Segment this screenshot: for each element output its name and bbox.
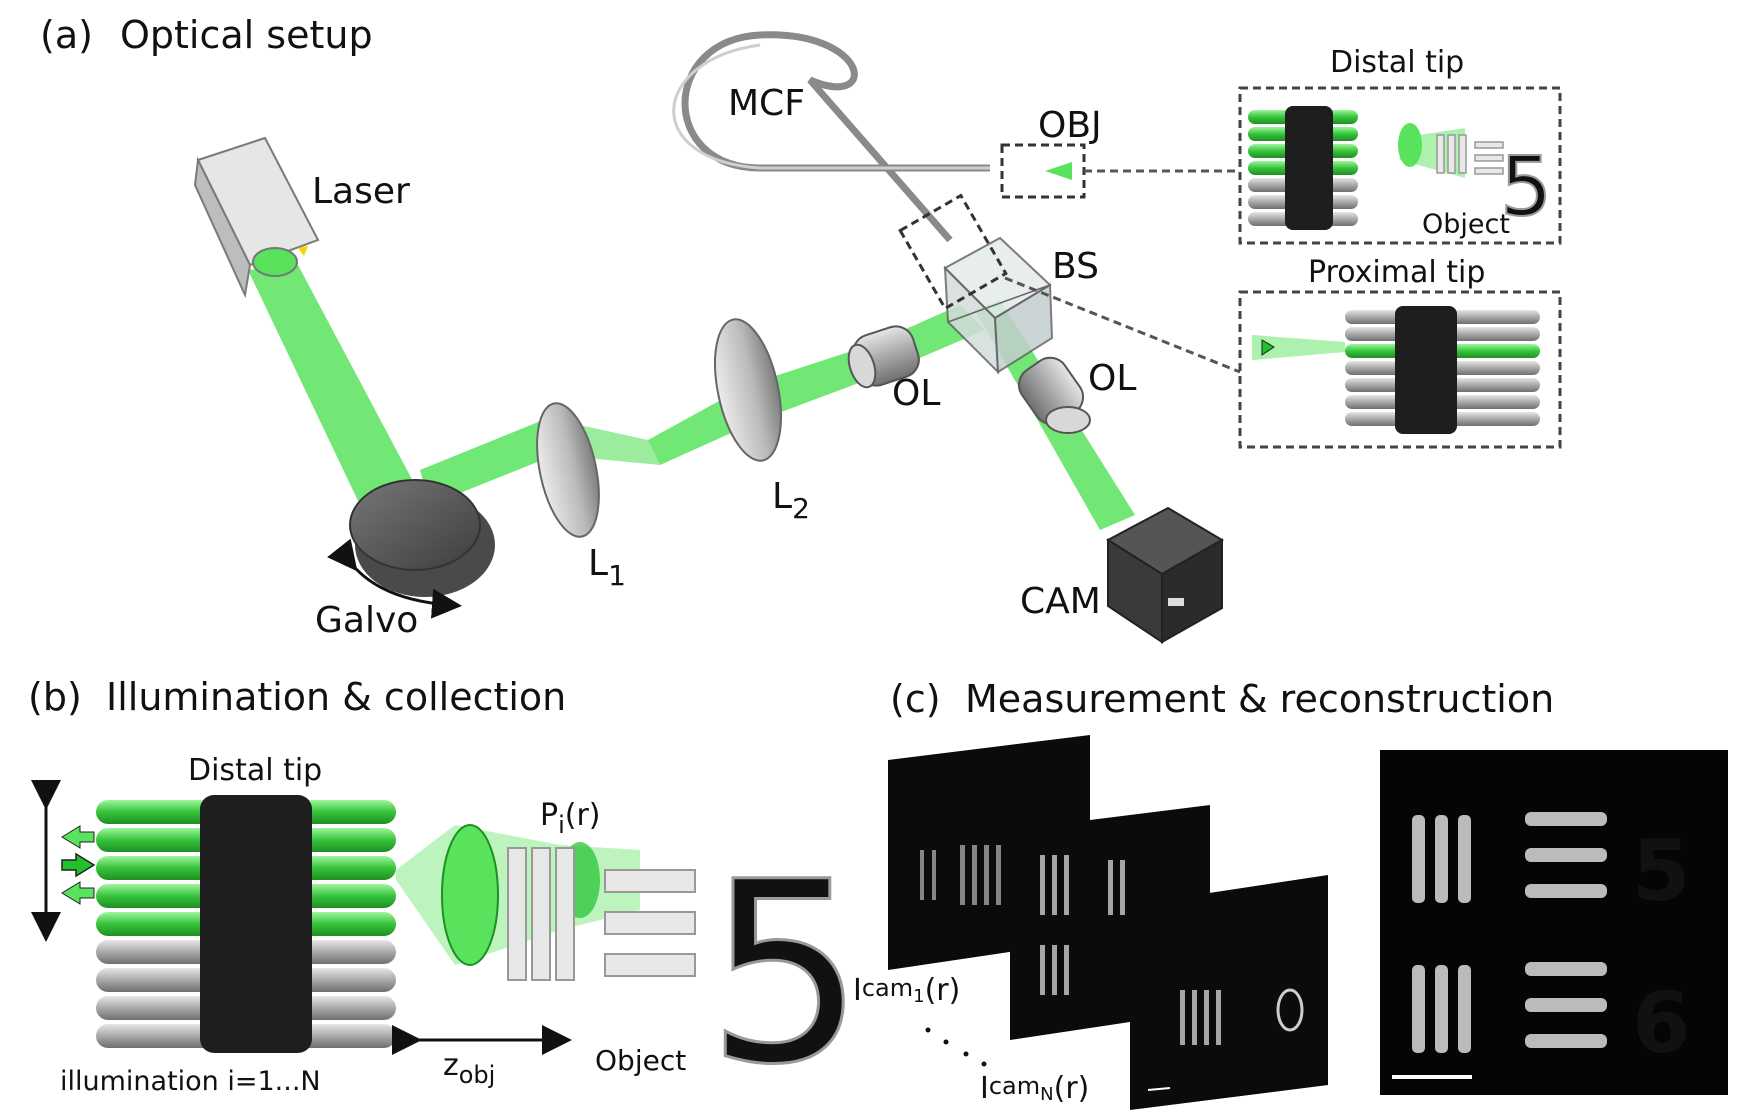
objective-lens-right <box>1017 356 1091 434</box>
bs-label: BS <box>1052 246 1099 287</box>
inset-proximal-fiber-bundle <box>1345 306 1540 434</box>
inset-distal-tip: Distal tip 5 <box>1238 45 1562 245</box>
panel-b-distal-label: Distal tip <box>188 753 322 788</box>
galvo-mirror <box>349 479 495 597</box>
scale-bar <box>1392 1075 1472 1079</box>
wavefront-pattern <box>441 824 499 966</box>
objective-lens-left <box>847 325 920 389</box>
panel-b-digit: 5 <box>706 828 865 1119</box>
resolution-target <box>507 847 696 981</box>
p-label: Pi(r) <box>540 798 601 839</box>
ol-right-label: OL <box>1088 358 1136 399</box>
inset-distal-spot <box>1398 123 1422 167</box>
ol-left-label: OL <box>892 373 940 414</box>
inset-distal-target <box>1436 134 1504 175</box>
l1-label: L1 <box>588 543 626 592</box>
inset-proximal-arrow-icon <box>1261 339 1275 356</box>
galvo-label: Galvo <box>315 600 418 641</box>
ellipsis-dots <box>925 1027 987 1067</box>
panel-c-title: Measurement & reconstruction <box>965 677 1554 721</box>
inset-proximal-tip: Proximal tip <box>1238 255 1562 449</box>
icam1-label: Icam1(r) <box>853 973 960 1008</box>
mcf-label: MCF <box>728 83 805 124</box>
icamN-label: IcamN(r) <box>980 1071 1089 1106</box>
reconstruction-image: 5 6 <box>1380 750 1728 1095</box>
inset-distal-digit: 5 <box>1500 140 1552 235</box>
inset-distal-title: Distal tip <box>1330 45 1464 80</box>
panel-b-tag: (b) <box>28 675 82 719</box>
inset-distal-object-label: Object <box>1422 209 1510 240</box>
lens-l2 <box>714 318 782 462</box>
panel-a-tag: (a) <box>40 13 93 57</box>
galvo-rotation-arrow <box>327 538 462 619</box>
reconstruction-digit-5: 5 <box>1632 822 1690 920</box>
panel-c-tag: (c) <box>890 677 941 721</box>
illumination-arrows <box>61 825 96 905</box>
panel-c: (c) Measurement & reconstruction <box>853 677 1728 1110</box>
mcf-fiber <box>672 31 990 243</box>
obj-label: OBJ <box>1038 105 1102 146</box>
panel-b-object-label: Object <box>595 1044 686 1077</box>
camera <box>1106 506 1224 644</box>
panel-a: (a) Optical setup MCF OBJ <box>40 13 1562 644</box>
laser <box>193 136 320 299</box>
inset-proximal-cone <box>1252 335 1345 360</box>
panel-b-title: Illumination & collection <box>106 675 566 719</box>
reconstruction-digit-6: 6 <box>1632 974 1690 1072</box>
l2-label: L2 <box>772 476 810 525</box>
camera-frame-3 <box>1130 875 1328 1110</box>
panel-b-fiber-bundle <box>96 795 396 1053</box>
laser-label: Laser <box>312 171 410 212</box>
inset-proximal-title: Proximal tip <box>1308 255 1485 290</box>
lens-l1 <box>536 402 600 538</box>
inset-distal-fiber-bundle <box>1248 106 1358 230</box>
z-obj-label: zobj <box>443 1048 495 1089</box>
illumination-label: illumination i=1...N <box>60 1066 321 1097</box>
proximal-link <box>1004 276 1241 374</box>
cam-label: CAM <box>1020 581 1101 622</box>
obj-beam <box>1045 162 1072 180</box>
panel-a-title: Optical setup <box>120 13 373 57</box>
proximal-box <box>898 193 1008 311</box>
panel-b: (b) Illumination & collection Distal tip <box>28 675 867 1119</box>
